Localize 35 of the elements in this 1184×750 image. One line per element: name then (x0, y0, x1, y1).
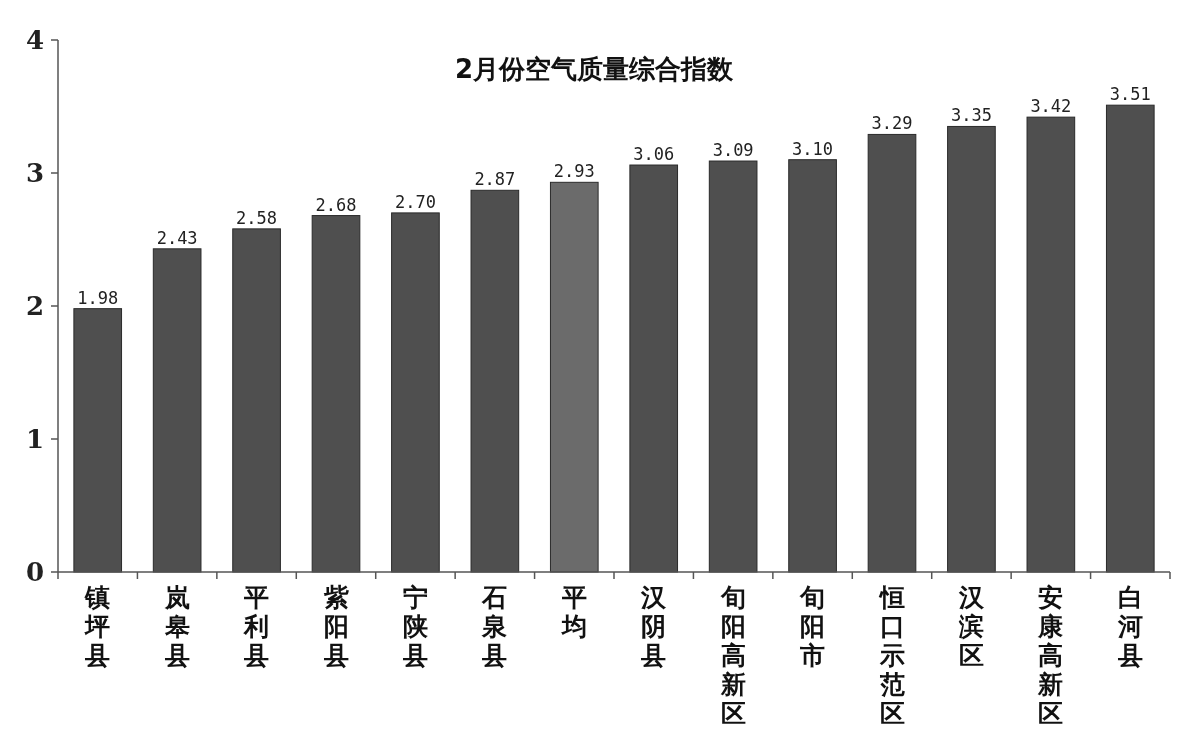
data-label: 1.98 (77, 287, 119, 308)
x-tick-label: 恒口示范区 (877, 583, 905, 728)
data-label: 3.51 (1109, 84, 1151, 105)
data-label: 3.06 (633, 144, 675, 165)
data-label: 3.09 (712, 140, 754, 161)
x-tick-label: 平均 (559, 583, 587, 641)
x-tick-label: 镇坪县 (84, 583, 111, 670)
x-tick-label: 紫阳县 (322, 583, 349, 670)
x-tick-label: 安康高新区 (1037, 583, 1064, 728)
y-tick-label: 3 (25, 158, 44, 188)
data-label: 2.43 (156, 227, 198, 248)
text: 2月份空气质量综合指数 (454, 54, 735, 84)
y-tick-label: 0 (25, 557, 44, 587)
data-label: 2.93 (553, 161, 595, 182)
y-tick-label: 1 (25, 424, 44, 454)
data-label: 2.68 (315, 194, 357, 215)
data-label: 3.10 (792, 138, 834, 159)
x-tick-label: 汉滨区 (957, 583, 985, 670)
y-tick-label: 2 (25, 291, 44, 321)
data-label: 3.29 (871, 113, 913, 134)
data-label: 2.58 (236, 207, 278, 228)
x-tick-label: 汉阴县 (640, 583, 668, 670)
data-label: 2.70 (394, 191, 436, 212)
data-label: 3.35 (950, 105, 992, 126)
data-label: 3.42 (1030, 96, 1072, 117)
data-label: 2.87 (474, 169, 516, 190)
bar (549, 181, 599, 573)
x-tick-label: 石泉县 (481, 583, 508, 670)
y-tick-label: 4 (25, 25, 44, 55)
x-tick-label: 岚皋县 (163, 583, 190, 670)
x-tick-label: 旬阳高新区 (719, 583, 746, 728)
x-tick-label: 宁陕县 (401, 583, 428, 670)
x-tick-label: 旬阳市 (799, 583, 826, 670)
x-tick-label: 白河县 (1116, 583, 1143, 670)
x-tick-label: 平利县 (243, 583, 270, 670)
